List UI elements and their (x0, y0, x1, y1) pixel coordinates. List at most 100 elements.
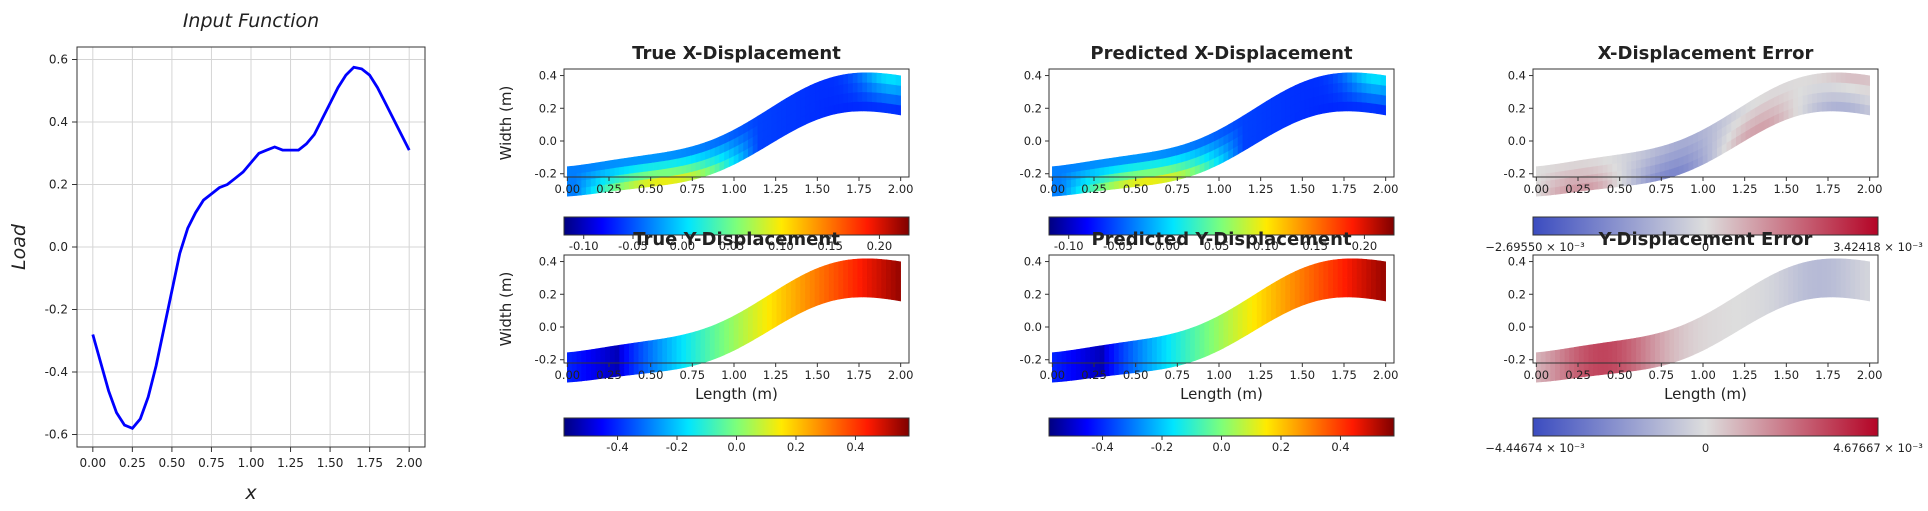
field-cell (843, 259, 849, 271)
field-cell (867, 277, 873, 288)
field-cell (586, 349, 592, 359)
field-cell (1797, 281, 1804, 293)
colorbar-tick-label: 0.10 (768, 239, 794, 253)
field-cell (628, 180, 635, 190)
field-cell (671, 335, 678, 346)
field-cell (1621, 347, 1628, 357)
field-cell (1821, 258, 1828, 270)
field-cell (1328, 259, 1334, 271)
xtick-label: 1.75 (1815, 182, 1841, 196)
field-cell (1855, 269, 1861, 281)
field-cell (1204, 134, 1210, 146)
field-cell (681, 156, 687, 167)
field-cell (881, 73, 887, 84)
field-cell (1166, 147, 1172, 158)
field-cell (1361, 278, 1367, 289)
field-cell (1669, 328, 1675, 339)
field-cell (1807, 279, 1813, 291)
field-cell (667, 158, 673, 169)
field-cell (1123, 341, 1129, 351)
field-cell (1166, 333, 1172, 344)
field-cell (1578, 353, 1585, 363)
field-cell (1380, 270, 1386, 282)
field-cell (871, 258, 878, 270)
field-cell (881, 288, 887, 300)
field-cell (1071, 170, 1077, 180)
field-cell (1075, 185, 1082, 195)
field-cell (1807, 83, 1813, 95)
xtick-label: 1.25 (1732, 182, 1758, 196)
field-cell (819, 79, 825, 92)
field-cell (1075, 348, 1082, 358)
field-cell (581, 179, 587, 188)
xtick-label: 1.25 (1248, 368, 1274, 382)
ytick-label: 0.2 (1508, 101, 1526, 115)
field-cell (1659, 145, 1666, 156)
field-cell (1564, 347, 1570, 357)
field-cell (862, 101, 868, 112)
field-cell (1831, 72, 1837, 83)
colorbar (1048, 417, 1395, 437)
field-cell (662, 151, 668, 162)
field-cell (862, 91, 868, 102)
field-cell (1132, 347, 1139, 358)
field-cell (1593, 173, 1599, 183)
field-cell (1209, 317, 1215, 330)
field-cell (871, 91, 878, 103)
field-cell (1061, 350, 1067, 360)
field-cell (1631, 345, 1637, 356)
field-cell (1831, 268, 1837, 279)
field-cell (833, 94, 840, 106)
field-cell (857, 268, 863, 279)
field-cell (624, 351, 630, 361)
field-cell (1375, 93, 1382, 105)
field-cell (1204, 320, 1210, 332)
xtick-label: 0.00 (555, 368, 581, 382)
field-cell (624, 157, 630, 167)
field-cell (586, 364, 592, 374)
ytick-label: -0.2 (1504, 167, 1526, 181)
field-cell (1683, 136, 1690, 148)
field-cell (1166, 342, 1172, 353)
xtick-label: 0.00 (1524, 368, 1550, 382)
field-cell (1342, 258, 1348, 269)
field-cell (1636, 158, 1642, 169)
field-cell (1147, 345, 1153, 356)
field-cell (605, 353, 611, 364)
ytick-label: 0.2 (49, 178, 68, 192)
field-cell (1052, 351, 1058, 361)
field-cell (567, 351, 573, 361)
field-cell (1831, 258, 1837, 269)
field-cell (1655, 163, 1661, 174)
field-cell (1313, 95, 1320, 107)
field-cell (671, 344, 678, 354)
field-cell (1850, 92, 1856, 104)
xtick-label: 0.50 (638, 182, 664, 196)
field-cell (1793, 96, 1799, 108)
field-cell (1352, 101, 1358, 112)
field-cell (662, 345, 668, 356)
field-cell (1602, 156, 1609, 166)
field-cell (1066, 179, 1072, 188)
field-cell (667, 344, 673, 355)
field-cell (1859, 103, 1866, 115)
field-cell (1085, 161, 1091, 171)
field-cell (671, 149, 678, 160)
field-cell (1650, 156, 1656, 167)
field-cell (843, 269, 849, 280)
field-cell (1783, 81, 1790, 94)
field-cell (852, 268, 859, 279)
field-cell (1337, 91, 1344, 103)
field-cell (1631, 151, 1637, 162)
field-cell (1788, 79, 1794, 92)
colorbar-max-label: 4.67667 × 10⁻³ (1833, 441, 1923, 455)
field-cell (805, 85, 811, 98)
field-cell (1332, 82, 1339, 94)
field-cell (1845, 72, 1851, 84)
field-cell (1161, 165, 1167, 176)
field-cell (605, 346, 611, 356)
xtick-label: 1.75 (846, 182, 872, 196)
field-cell (1123, 171, 1129, 181)
field-cell (1640, 149, 1647, 160)
field-cell (1807, 260, 1813, 272)
